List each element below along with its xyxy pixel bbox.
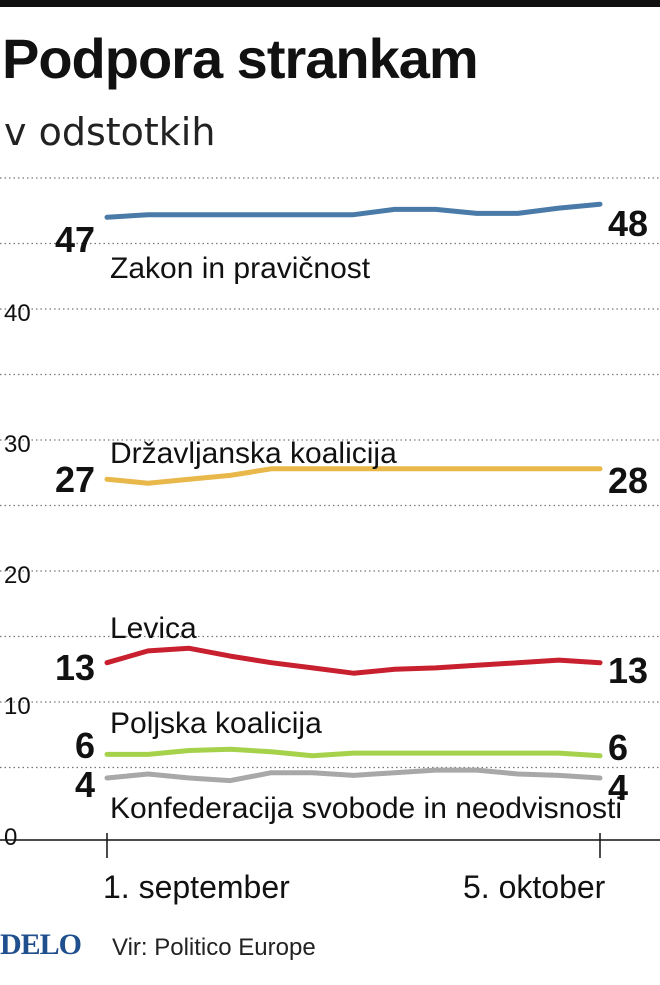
series-start-value: 13	[55, 647, 95, 688]
series-start-value: 47	[55, 219, 95, 260]
series-end-value: 6	[608, 727, 628, 768]
series-end-value: 4	[608, 767, 628, 808]
top-rule	[0, 0, 660, 7]
grid-layer	[0, 177, 660, 769]
series-end-value: 28	[608, 460, 648, 501]
series-line	[104, 767, 603, 784]
y-tick-label: 20	[4, 562, 31, 589]
y-tick-label: 10	[4, 693, 31, 720]
series-label-layer: Zakon in pravičnost 47 48 Državljanska koal…	[55, 203, 648, 825]
series-start-value: 27	[55, 459, 95, 500]
x-tick-label: 1. september	[103, 869, 290, 905]
series-start-value: 4	[75, 764, 95, 805]
series-line	[104, 201, 603, 220]
line-chart: 40 30 20 10 0 Zakon in pravičnost 47 48 Državlj…	[0, 177, 660, 905]
series-line	[104, 645, 603, 676]
series-name-label: Konfederacija svobode in neodvisnosti	[110, 792, 622, 825]
chart-title: Podpora strankam	[2, 27, 479, 90]
y-tick-layer: 40 30 20 10 0	[4, 300, 31, 851]
series-line	[104, 466, 603, 486]
chart-subtitle: v odstotkih	[4, 110, 216, 154]
series-name-label: Zakon in pravičnost	[110, 252, 371, 285]
source-note: Vir: Politico Europe	[112, 934, 316, 961]
series-name-label: Državljanska koalicija	[110, 437, 397, 470]
series-name-label: Levica	[110, 612, 197, 645]
delo-logo: DELO	[0, 928, 82, 961]
y-tick-label: 40	[4, 300, 31, 327]
x-tick-label: 5. oktober	[463, 869, 606, 905]
x-axis-layer: 1. september 5. oktober	[0, 833, 660, 905]
series-name-label: Poljska koalicija	[110, 707, 322, 740]
y-tick-label: 30	[4, 431, 31, 458]
series-start-value: 6	[75, 725, 95, 766]
series-layer	[104, 201, 603, 784]
y-tick-label: 0	[4, 824, 17, 851]
series-end-value: 48	[608, 203, 648, 244]
series-line	[104, 746, 603, 759]
series-end-value: 13	[608, 650, 648, 691]
